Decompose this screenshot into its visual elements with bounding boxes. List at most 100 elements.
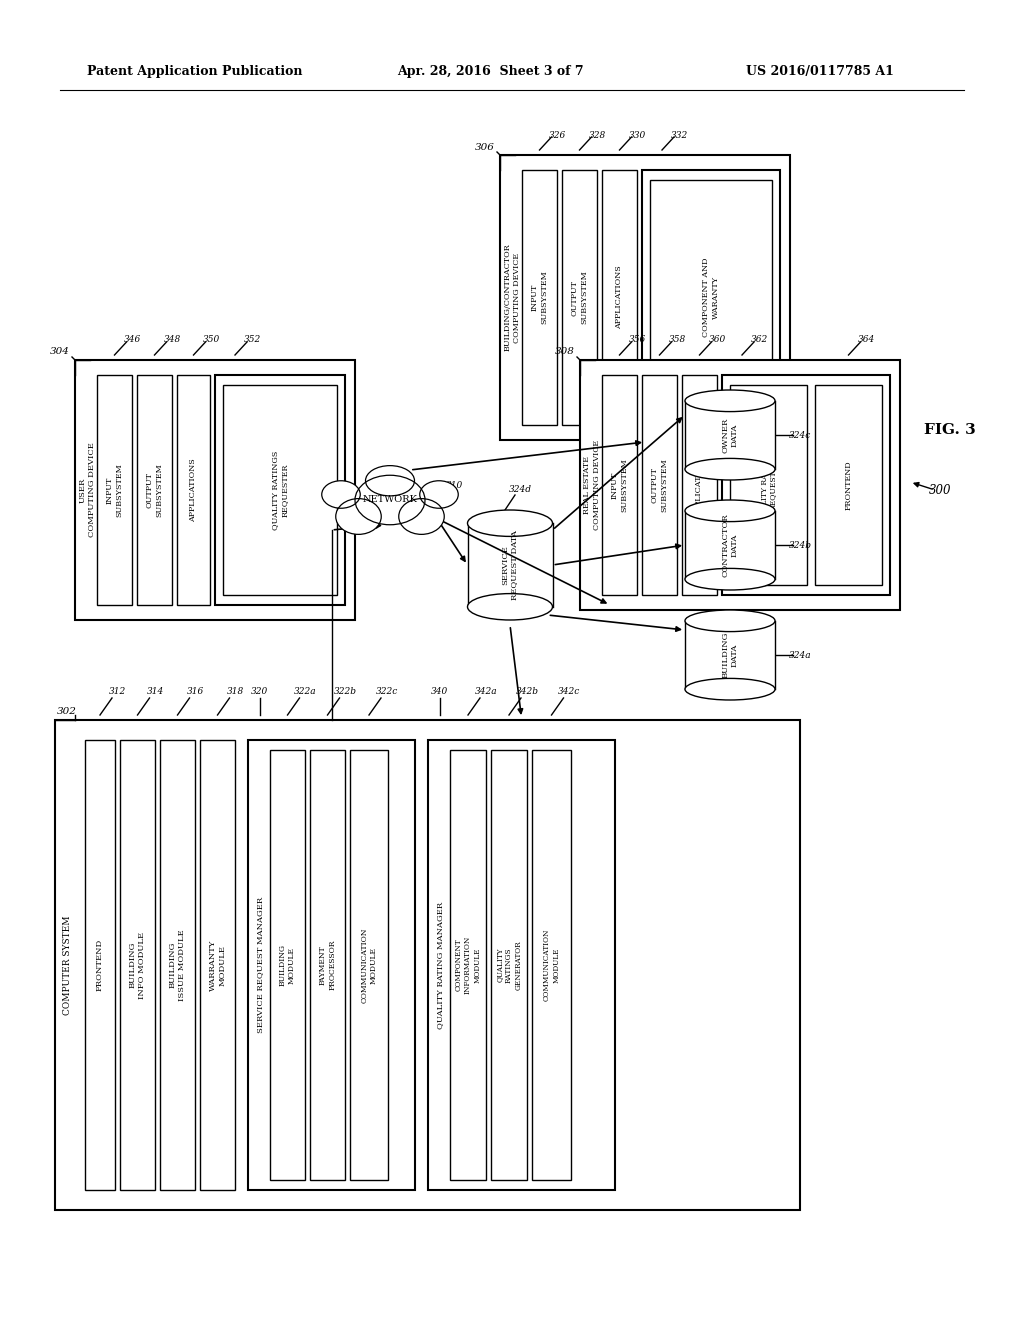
Bar (650, 180, 772, 414)
Text: SERVICE
REQUEST DATA: SERVICE REQUEST DATA (502, 531, 518, 599)
Text: BUILDING
ISSUE MODULE: BUILDING ISSUE MODULE (169, 929, 186, 1001)
Text: 318: 318 (227, 688, 244, 697)
Text: Apr. 28, 2016  Sheet 3 of 7: Apr. 28, 2016 Sheet 3 of 7 (396, 66, 584, 78)
Bar (685, 401, 775, 469)
Bar (137, 375, 172, 605)
Text: FRONTEND: FRONTEND (845, 461, 853, 510)
Bar (685, 620, 775, 689)
Text: SERVICE REQUEST MANAGER: SERVICE REQUEST MANAGER (256, 896, 264, 1034)
Text: APPLICATIONS: APPLICATIONS (615, 265, 624, 330)
Ellipse shape (685, 610, 775, 631)
Text: 342b: 342b (515, 688, 539, 697)
Bar (562, 170, 597, 425)
Text: OWNER
DATA: OWNER DATA (721, 417, 738, 453)
Text: 346: 346 (124, 335, 141, 345)
Ellipse shape (398, 499, 444, 535)
Text: 300: 300 (929, 483, 951, 496)
Bar (642, 170, 780, 425)
Text: 342c: 342c (558, 688, 581, 697)
Text: INPUT
SUBSYSTEM: INPUT SUBSYSTEM (530, 271, 548, 325)
Bar (522, 170, 557, 425)
Text: 332: 332 (672, 131, 688, 140)
Bar (200, 741, 234, 1191)
Text: 348: 348 (164, 335, 181, 345)
Text: COMMUNICATION
MODULE: COMMUNICATION MODULE (543, 929, 560, 1001)
Text: 324a: 324a (788, 651, 811, 660)
Text: 322c: 322c (376, 688, 398, 697)
Text: 362: 362 (752, 335, 769, 345)
Text: QUALITY RATINGS
REQUESTER: QUALITY RATINGS REQUESTER (760, 447, 777, 523)
Ellipse shape (685, 389, 775, 412)
Text: 328: 328 (589, 131, 606, 140)
Text: OUTPUT
SUBSYSTEM: OUTPUT SUBSYSTEM (571, 271, 588, 325)
Bar (248, 741, 415, 1191)
Text: 312: 312 (110, 688, 127, 697)
Text: 308: 308 (555, 347, 575, 356)
Bar (160, 741, 195, 1191)
Bar (97, 375, 132, 605)
Ellipse shape (685, 569, 775, 590)
Ellipse shape (685, 500, 775, 521)
Text: 306: 306 (475, 143, 495, 152)
Text: BUILDING
INFO MODULE: BUILDING INFO MODULE (129, 932, 146, 998)
Bar (580, 360, 900, 610)
Text: PAYMENT
PROCESSOR: PAYMENT PROCESSOR (318, 940, 336, 990)
Text: US 2016/0117785 A1: US 2016/0117785 A1 (746, 66, 894, 78)
Text: Patent Application Publication: Patent Application Publication (87, 66, 303, 78)
Text: 310: 310 (446, 480, 464, 490)
Bar (642, 375, 677, 595)
Text: COMPUTER SYSTEM: COMPUTER SYSTEM (62, 915, 72, 1015)
Bar (685, 511, 775, 579)
Text: 350: 350 (203, 335, 220, 345)
Bar (223, 385, 337, 595)
Ellipse shape (366, 466, 415, 496)
Bar (85, 741, 115, 1191)
Bar (177, 375, 210, 605)
Bar (815, 385, 882, 585)
Text: REAL ESTATE
COMPUTING DEVICE: REAL ESTATE COMPUTING DEVICE (584, 440, 601, 531)
Bar (428, 741, 615, 1191)
Bar (722, 375, 890, 595)
Text: 358: 358 (669, 335, 686, 345)
Ellipse shape (355, 475, 425, 525)
Bar (490, 750, 527, 1180)
Text: CONTRACTOR
DATA: CONTRACTOR DATA (721, 513, 738, 577)
Bar (450, 750, 486, 1180)
Bar (602, 170, 637, 425)
Text: FIG. 3: FIG. 3 (924, 422, 976, 437)
Bar (730, 385, 807, 585)
Text: 320: 320 (251, 688, 268, 697)
Text: 302: 302 (57, 708, 77, 717)
Ellipse shape (468, 594, 553, 620)
Text: OUTPUT
SUBSYSTEM: OUTPUT SUBSYSTEM (145, 463, 163, 517)
Text: COMMUNICATION
MODULE: COMMUNICATION MODULE (360, 927, 378, 1003)
Text: 322a: 322a (294, 688, 316, 697)
Text: 324d: 324d (509, 486, 531, 495)
Bar (500, 154, 790, 440)
Bar (682, 375, 717, 595)
Text: INPUT
SUBSYSTEM: INPUT SUBSYSTEM (105, 463, 123, 517)
Text: BUILDING/CONTRACTOR
COMPUTING DEVICE: BUILDING/CONTRACTOR COMPUTING DEVICE (504, 244, 520, 351)
Text: FRONTEND: FRONTEND (96, 939, 104, 991)
Ellipse shape (336, 499, 381, 535)
Bar (532, 750, 571, 1180)
Ellipse shape (685, 458, 775, 480)
Text: APPLICATIONS: APPLICATIONS (695, 453, 703, 517)
Text: QUALITY
RATINGS
GENERATOR: QUALITY RATINGS GENERATOR (496, 940, 522, 990)
Text: NETWORK: NETWORK (362, 495, 418, 504)
Bar (350, 750, 388, 1180)
Text: INPUT
SUBSYSTEM: INPUT SUBSYSTEM (611, 458, 628, 512)
Text: OUTPUT
SUBSYSTEM: OUTPUT SUBSYSTEM (651, 458, 668, 512)
Text: 360: 360 (709, 335, 726, 345)
Text: 324b: 324b (788, 540, 811, 549)
Bar (468, 523, 553, 607)
Text: WARRANTY
MODULE: WARRANTY MODULE (209, 940, 226, 991)
Bar (75, 360, 355, 620)
Bar (310, 750, 345, 1180)
Bar (215, 375, 345, 605)
Text: 330: 330 (629, 131, 646, 140)
Text: 314: 314 (146, 688, 164, 697)
Ellipse shape (420, 480, 459, 508)
Text: USER
COMPUTING DEVICE: USER COMPUTING DEVICE (79, 442, 95, 537)
Text: QUALITY RATING MANAGER: QUALITY RATING MANAGER (436, 902, 444, 1028)
